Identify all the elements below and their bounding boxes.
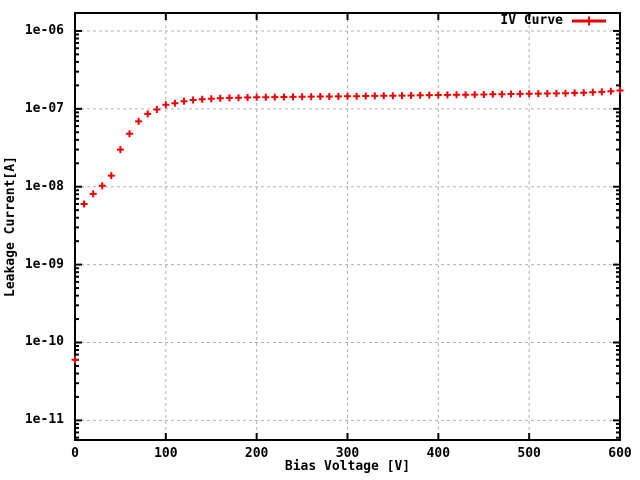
x-tick-label: 100 [154, 446, 178, 461]
x-axis-title: Bias Voltage [V] [284, 459, 411, 474]
y-axis-title: Leakage Current[A] [3, 156, 18, 297]
x-tick-label: 400 [426, 446, 451, 461]
y-tick-label: 1e-06 [24, 22, 64, 38]
y-tick-label: 1e-11 [24, 412, 64, 428]
series-points-iv-curve [71, 87, 624, 364]
legend-line-sample [572, 16, 606, 26]
legend: IV Curve [500, 14, 607, 28]
x-tick-label: 300 [335, 446, 360, 461]
x-tick-label: 600 [608, 446, 632, 461]
y-tick-label: 1e-09 [24, 256, 64, 272]
legend-series-label: IV Curve [500, 13, 563, 28]
x-tick-label: 500 [517, 446, 541, 461]
y-tick-label: 1e-10 [24, 334, 64, 350]
x-tick-label: 200 [244, 446, 269, 461]
y-tick-label: 1e-07 [24, 100, 64, 116]
x-tick-label: 0 [71, 446, 79, 461]
y-tick-label: 1e-08 [24, 178, 64, 194]
